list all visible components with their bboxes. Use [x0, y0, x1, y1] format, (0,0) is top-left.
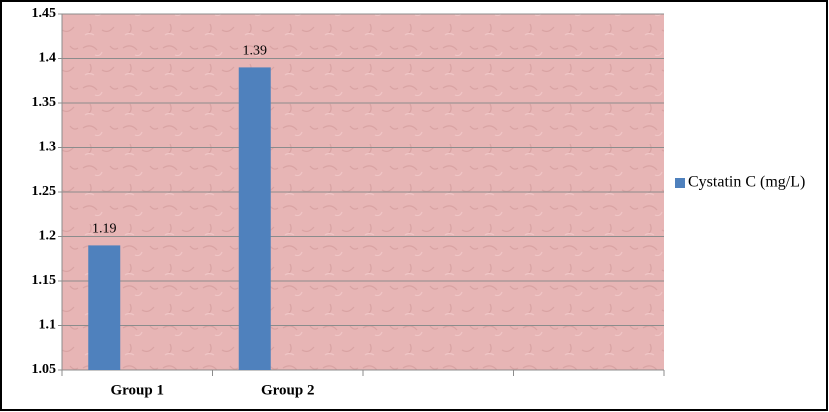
data-label: 1.39: [243, 44, 268, 59]
y-tick-label: 1.05: [32, 362, 57, 377]
y-tick-label: 1.4: [39, 51, 57, 66]
y-tick-label: 1.3: [39, 140, 57, 155]
bar: [238, 67, 271, 371]
legend-label: Cystatin C (mg/L): [688, 174, 805, 191]
y-tick-label: 1.2: [39, 229, 57, 244]
x-tick-label: Group 1: [111, 382, 165, 398]
legend-swatch: [675, 178, 685, 188]
y-tick-label: 1.45: [32, 6, 57, 21]
y-tick-label: 1.25: [32, 184, 57, 199]
y-tick-label: 1.15: [32, 273, 57, 288]
bar: [88, 245, 121, 370]
y-tick-label: 1.1: [39, 318, 57, 333]
data-label: 1.19: [92, 222, 117, 237]
y-tick-label: 1.35: [32, 95, 57, 110]
x-tick-label: Group 2: [261, 382, 315, 398]
